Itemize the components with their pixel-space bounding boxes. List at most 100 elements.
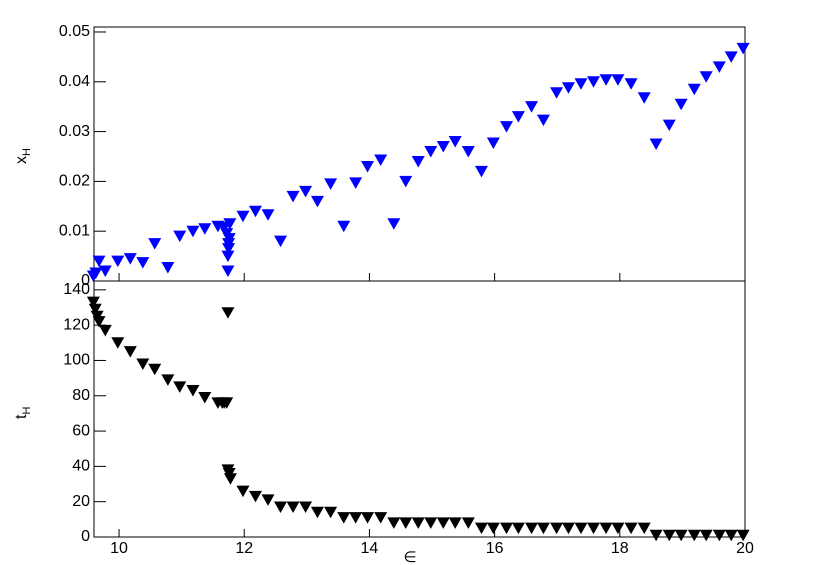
marker xyxy=(399,175,413,188)
y-axis-label-main: t xyxy=(13,414,30,419)
marker xyxy=(248,490,262,503)
marker xyxy=(574,78,588,90)
y-tick-label: 0.01 xyxy=(59,222,90,239)
marker xyxy=(286,190,300,203)
marker xyxy=(374,154,388,166)
marker xyxy=(399,517,413,529)
marker xyxy=(173,230,187,243)
y-tick-label: 0.02 xyxy=(59,173,90,190)
y-tick-label: 40 xyxy=(72,458,90,475)
marker xyxy=(161,262,175,274)
marker xyxy=(525,101,539,113)
marker xyxy=(637,92,651,104)
y-tick-label: 20 xyxy=(72,493,90,510)
y-tick-label: 0.05 xyxy=(59,23,90,40)
marker xyxy=(221,307,235,319)
marker xyxy=(699,529,713,542)
marker xyxy=(550,87,564,99)
marker xyxy=(500,121,514,133)
marker xyxy=(148,363,162,376)
x-tick-label: 12 xyxy=(235,540,253,557)
marker xyxy=(674,529,688,542)
marker xyxy=(574,522,588,535)
marker xyxy=(349,177,363,189)
marker xyxy=(486,137,500,150)
x-axis-label: ∈ xyxy=(403,549,416,565)
y-tick-label: 140 xyxy=(63,281,90,298)
marker xyxy=(387,517,401,529)
marker xyxy=(136,257,150,269)
marker xyxy=(89,267,103,280)
marker xyxy=(674,98,688,111)
marker xyxy=(221,265,235,278)
marker xyxy=(712,529,726,542)
marker xyxy=(123,253,137,265)
marker xyxy=(624,78,638,90)
marker xyxy=(587,76,601,88)
marker xyxy=(337,220,351,233)
marker xyxy=(687,529,701,542)
marker xyxy=(299,501,313,513)
plot-frame xyxy=(93,280,746,538)
marker xyxy=(286,501,300,513)
marker xyxy=(98,324,112,337)
marker xyxy=(274,501,288,513)
marker xyxy=(310,506,324,519)
marker xyxy=(536,114,550,127)
marker xyxy=(712,61,726,73)
y-tick-label: 0 xyxy=(81,272,90,289)
marker xyxy=(248,205,262,218)
marker xyxy=(173,381,187,393)
marker xyxy=(687,83,701,96)
marker xyxy=(649,529,663,542)
marker xyxy=(411,155,425,168)
marker xyxy=(474,165,488,178)
marker xyxy=(424,146,438,158)
marker xyxy=(220,397,234,409)
marker xyxy=(223,218,237,230)
marker xyxy=(222,233,236,245)
x-tick-label: 18 xyxy=(611,540,629,557)
marker xyxy=(724,529,738,542)
marker xyxy=(736,529,750,542)
y-tick-label: 120 xyxy=(63,316,90,333)
marker xyxy=(261,494,275,506)
marker xyxy=(587,522,601,535)
marker xyxy=(361,512,375,524)
x-tick-label: 14 xyxy=(361,540,379,557)
marker xyxy=(662,119,676,132)
marker xyxy=(92,255,106,268)
marker xyxy=(148,238,162,250)
marker xyxy=(222,238,236,250)
marker xyxy=(111,255,125,268)
marker xyxy=(88,303,102,316)
y-axis-label: tH xyxy=(13,407,33,419)
marker xyxy=(649,138,663,151)
x-tick-label: 16 xyxy=(486,540,504,557)
marker xyxy=(186,225,200,238)
marker xyxy=(624,522,638,535)
marker xyxy=(561,522,575,535)
marker xyxy=(536,522,550,535)
y-tick-label: 0.04 xyxy=(59,73,90,90)
marker xyxy=(511,522,525,535)
x-tick-label: 10 xyxy=(110,540,128,557)
plot-frame xyxy=(93,26,746,282)
y-axis-label-sub: H xyxy=(21,407,33,415)
marker xyxy=(550,522,564,535)
x-tick-label: 20 xyxy=(736,540,754,557)
marker xyxy=(349,512,363,524)
marker xyxy=(387,218,401,230)
marker xyxy=(474,522,488,535)
marker xyxy=(186,384,200,397)
marker xyxy=(361,160,375,173)
marker xyxy=(599,522,613,535)
y-tick-label: 80 xyxy=(72,387,90,404)
marker xyxy=(436,141,450,153)
marker xyxy=(123,346,137,358)
marker xyxy=(337,512,351,524)
marker xyxy=(98,265,112,278)
marker xyxy=(724,51,738,63)
marker xyxy=(511,111,525,123)
